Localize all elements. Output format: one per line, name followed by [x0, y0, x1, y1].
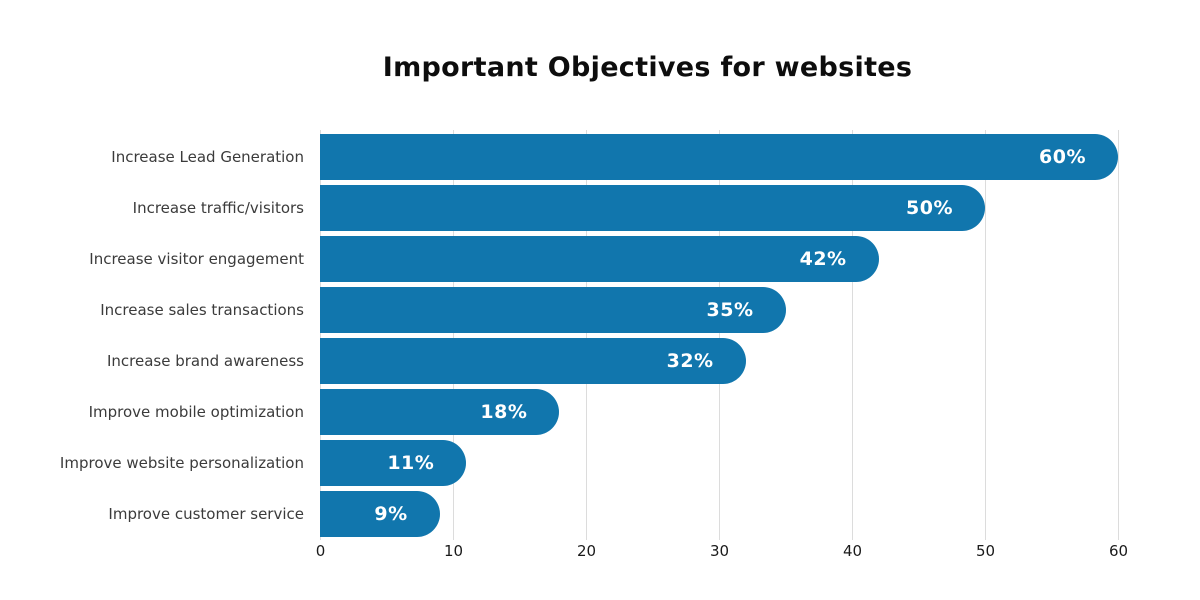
- x-tick-label: 50: [975, 542, 996, 560]
- gridline: 50: [976, 130, 995, 560]
- bar-row: Increase visitor engagement 42%: [0, 236, 1200, 282]
- gridline: 40: [843, 130, 862, 560]
- bar-row: Improve customer service 9%: [0, 491, 1200, 537]
- plot-area: 0 10 20 30 40 50 60: [316, 130, 1151, 560]
- gridline: 10: [444, 130, 463, 560]
- bar-value-label: 9%: [374, 503, 408, 525]
- gridline: 30: [710, 130, 729, 560]
- bar-value-label: 50%: [906, 197, 953, 219]
- x-tick-label: 0: [315, 542, 326, 560]
- bar: 60%: [320, 134, 1118, 180]
- bar: 35%: [320, 287, 786, 333]
- chart-title: Important Objectives for websites: [382, 52, 913, 83]
- category-label: Improve website personalization: [59, 454, 304, 472]
- gridline: 60: [1109, 130, 1128, 560]
- bar-row: Improve website personalization 11%: [0, 440, 1200, 486]
- category-label: Increase traffic/visitors: [132, 199, 304, 217]
- bar: 32%: [320, 338, 746, 384]
- bar: 18%: [320, 389, 560, 435]
- gridline: 0: [316, 130, 325, 560]
- bar-value-label: 60%: [1039, 146, 1086, 168]
- bar-row: Increase Lead Generation 60%: [0, 134, 1200, 180]
- bar-row: Improve mobile optimization 18%: [0, 389, 1200, 435]
- x-tick-label: 30: [709, 542, 730, 560]
- bar-row: Increase brand awareness 32%: [0, 338, 1200, 384]
- bar: 42%: [320, 236, 879, 282]
- bar-value-label: 32%: [666, 350, 714, 372]
- category-label: Increase Lead Generation: [111, 148, 304, 166]
- bar: 9%: [320, 491, 440, 537]
- category-label: Increase visitor engagement: [89, 250, 304, 268]
- gridline: 20: [577, 130, 596, 560]
- bar-value-label: 11%: [387, 452, 435, 474]
- bar-row: Increase traffic/visitors 50%: [0, 185, 1200, 231]
- category-label: Increase brand awareness: [106, 352, 304, 370]
- x-tick-label: 40: [842, 542, 863, 560]
- category-label: Improve customer service: [108, 505, 304, 523]
- category-label: Increase sales transactions: [100, 301, 304, 319]
- category-label: Improve mobile optimization: [88, 403, 304, 421]
- bar: 11%: [320, 440, 467, 486]
- bar-value-label: 35%: [706, 299, 754, 321]
- x-tick-label: 20: [576, 542, 597, 560]
- bar-row: Increase sales transactions 35%: [0, 287, 1200, 333]
- bar: 50%: [320, 185, 985, 231]
- bar-value-label: 42%: [799, 248, 847, 270]
- bar-rows: Increase Lead Generation 60% Increase traf…: [0, 134, 1200, 542]
- x-tick-label: 10: [443, 542, 464, 560]
- x-tick-label: 60: [1108, 542, 1129, 560]
- bar-value-label: 18%: [480, 401, 528, 423]
